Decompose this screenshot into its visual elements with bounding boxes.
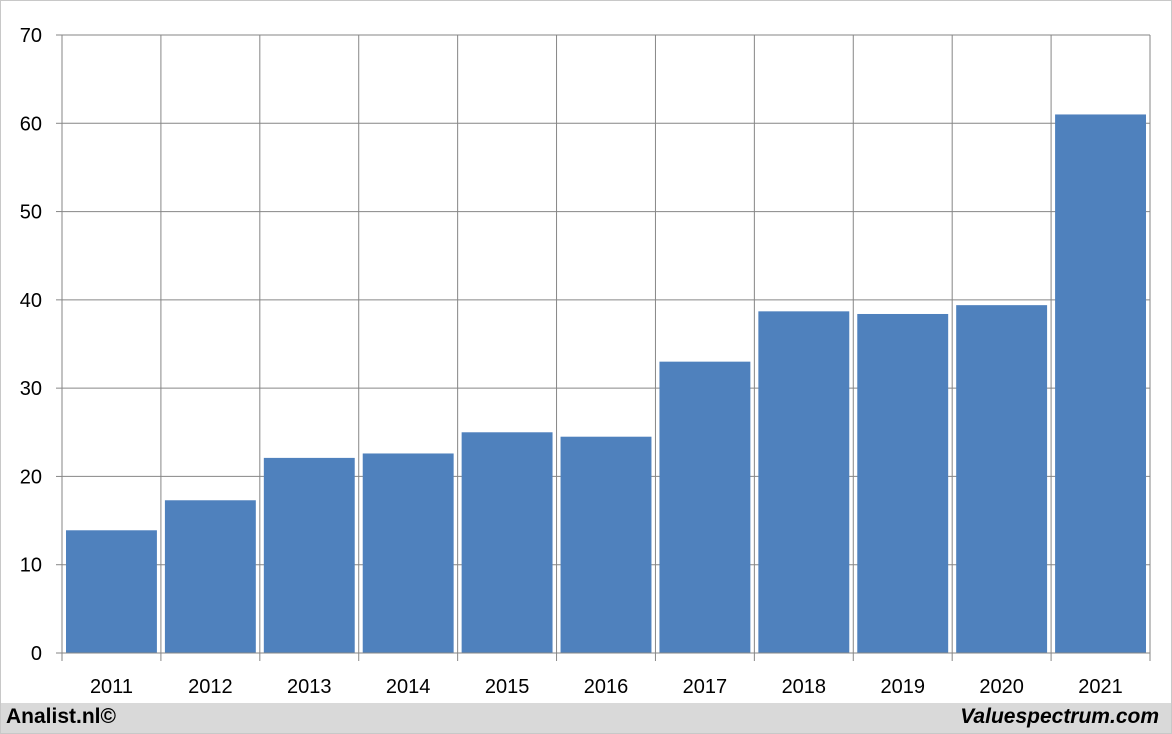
y-tick-label: 40 (20, 290, 42, 312)
x-tick-label: 2018 (782, 676, 827, 698)
bar-2018 (758, 311, 850, 653)
x-tick-label: 2014 (386, 676, 431, 698)
bar-chart: 0 10 20 30 40 50 60 70 2011 2012 2013 2014 2015 2016 2… (20, 25, 1151, 698)
grid-lines (61, 34, 1151, 654)
bar-2013 (263, 457, 355, 653)
x-tick-label: 2015 (485, 676, 530, 698)
x-tick-label: 2019 (880, 676, 925, 698)
y-tick-label: 50 (20, 202, 42, 224)
bar-2016 (560, 436, 652, 653)
y-tick-label: 20 (20, 466, 42, 488)
bar-2021 (1055, 114, 1146, 653)
bar-2015 (461, 432, 553, 653)
x-tick-label: 2012 (188, 676, 233, 698)
x-tick-label: 2021 (1078, 676, 1123, 698)
x-tick-label: 2017 (683, 676, 728, 698)
x-tick-label: 2013 (287, 676, 332, 698)
bar-2017 (659, 361, 751, 653)
tick-labels: 0 10 20 30 40 50 60 70 2011 2012 2013 2014 2015 2016 2… (20, 25, 1123, 698)
bar-2012 (164, 500, 256, 653)
x-tick-label: 2016 (584, 676, 629, 698)
chart-footer: Analist.nl© Valuespectrum.com (1, 703, 1171, 733)
y-tick-label: 30 (20, 378, 42, 400)
axes (56, 34, 1151, 661)
y-tick-label: 0 (31, 643, 42, 665)
bars (66, 114, 1146, 653)
x-tick-label: 2011 (90, 676, 133, 698)
y-tick-label: 10 (20, 555, 42, 577)
bar-2020 (956, 305, 1048, 653)
y-tick-label: 70 (20, 25, 42, 47)
bar-2014 (362, 453, 454, 653)
source-label: Analist.nl© (6, 705, 116, 728)
x-tick-label: 2020 (979, 676, 1024, 698)
brand-label: Valuespectrum.com (960, 705, 1159, 728)
bar-2011 (66, 530, 157, 653)
y-tick-label: 60 (20, 113, 42, 135)
bar-2019 (857, 313, 949, 653)
